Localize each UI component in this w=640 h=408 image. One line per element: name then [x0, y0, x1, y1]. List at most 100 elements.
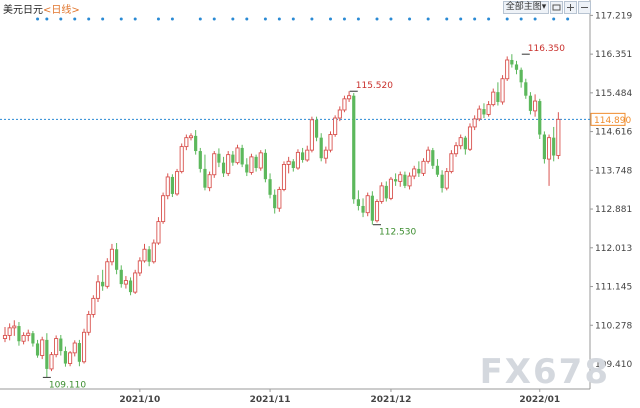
event-marker-dot	[329, 17, 332, 21]
candle-body	[305, 149, 310, 161]
candle-body	[394, 179, 398, 182]
indicator-menu-label: 全部主图	[505, 2, 542, 12]
candle-body	[328, 134, 333, 151]
event-marker-dot	[212, 17, 216, 21]
candle-body	[105, 261, 110, 287]
candle-body	[533, 100, 538, 112]
indicator-menu-button[interactable]: 全部主图▾	[503, 1, 549, 14]
candle-body	[231, 154, 235, 163]
event-marker-dot	[310, 17, 314, 21]
candle-body	[151, 242, 156, 263]
settings-icon	[552, 4, 561, 11]
candle-body	[217, 153, 221, 163]
candle-body	[170, 176, 174, 194]
instrument-name: 美元日元	[3, 5, 43, 16]
candle-body	[556, 118, 561, 156]
candle-body	[7, 327, 12, 336]
candle-body	[500, 78, 505, 103]
candle-body	[240, 147, 244, 165]
event-marker-dot	[552, 17, 556, 21]
zoom-in-button[interactable]	[564, 1, 577, 14]
chart-header: 美元日元<日线>	[3, 1, 80, 16]
candle-body	[477, 108, 482, 120]
y-tick-label: 112.881	[595, 205, 632, 215]
last-price-label: 114.890	[594, 116, 631, 126]
candle-body	[505, 59, 510, 80]
period-prev-arrow[interactable]: <	[43, 5, 52, 16]
zoom-out-icon	[581, 7, 588, 8]
candle-body	[277, 188, 282, 209]
event-marker-dot	[36, 17, 40, 21]
candle-body	[263, 152, 267, 180]
candle-body	[319, 137, 323, 159]
candle-body	[109, 248, 114, 263]
candle-body	[273, 194, 277, 209]
candle-body	[165, 176, 170, 197]
candle-body	[179, 146, 184, 173]
candle-body	[226, 154, 231, 174]
candle-body	[454, 145, 459, 155]
candle-body	[49, 354, 54, 370]
candle-body	[119, 269, 123, 285]
event-marker-dot	[263, 17, 267, 21]
high-annotation: 115.520	[356, 81, 393, 91]
candle-body	[245, 164, 249, 173]
candle-body	[491, 91, 496, 106]
event-marker-dot	[459, 17, 463, 21]
candle-body	[115, 249, 119, 270]
candle-body	[174, 171, 180, 195]
candle-body	[388, 178, 394, 199]
candle-body	[482, 109, 486, 115]
candle-body	[510, 59, 514, 65]
candle-body	[309, 119, 314, 151]
candle-body	[212, 153, 217, 176]
candle-body	[26, 332, 31, 336]
period-next-arrow[interactable]: >	[71, 5, 80, 16]
candle-body	[337, 109, 342, 119]
settings-button[interactable]	[550, 1, 563, 14]
candle-body	[203, 168, 207, 188]
event-marker-dot	[566, 17, 570, 21]
zoom-out-button[interactable]	[578, 1, 591, 14]
candle-body	[370, 195, 374, 221]
y-tick-label: 112.013	[595, 244, 632, 254]
x-tick-label: 2021/11	[250, 395, 291, 405]
candle-body	[514, 64, 519, 70]
event-marker-dot	[133, 17, 137, 21]
low-annotation: 112.530	[379, 228, 416, 238]
candle-body	[286, 160, 291, 165]
candle-body	[356, 199, 360, 206]
candle-body	[333, 117, 338, 135]
candle-body	[142, 248, 147, 262]
candle-body	[403, 174, 407, 186]
candle-body	[365, 195, 370, 214]
event-marker-dot	[277, 17, 281, 21]
watermark: FX678	[479, 352, 610, 392]
candle-body	[258, 152, 263, 169]
candle-body	[347, 95, 352, 100]
candle-body	[77, 343, 81, 362]
candle-body	[72, 342, 77, 354]
event-marker-dot	[505, 17, 509, 21]
candle-body	[291, 161, 295, 169]
x-tick-label: 2021/10	[119, 395, 160, 405]
candle-body	[40, 339, 45, 356]
candle-body	[458, 137, 463, 147]
candle-body	[207, 174, 212, 189]
candle-body	[384, 185, 388, 199]
candle-body	[449, 153, 454, 173]
period-selector[interactable]: 日线	[51, 5, 72, 16]
event-marker-dot	[198, 17, 202, 21]
candle-body	[128, 280, 133, 293]
candle-body	[101, 281, 105, 287]
event-marker-dot	[245, 17, 249, 21]
event-marker-dot	[408, 17, 412, 21]
y-tick-label: 117.219	[595, 11, 632, 21]
candle-body	[123, 280, 128, 285]
event-marker-dot	[231, 17, 235, 21]
candle-body	[249, 156, 254, 173]
candle-body	[467, 126, 473, 150]
candle-body	[188, 135, 194, 139]
candle-body	[156, 221, 161, 244]
candle-body	[421, 160, 426, 174]
